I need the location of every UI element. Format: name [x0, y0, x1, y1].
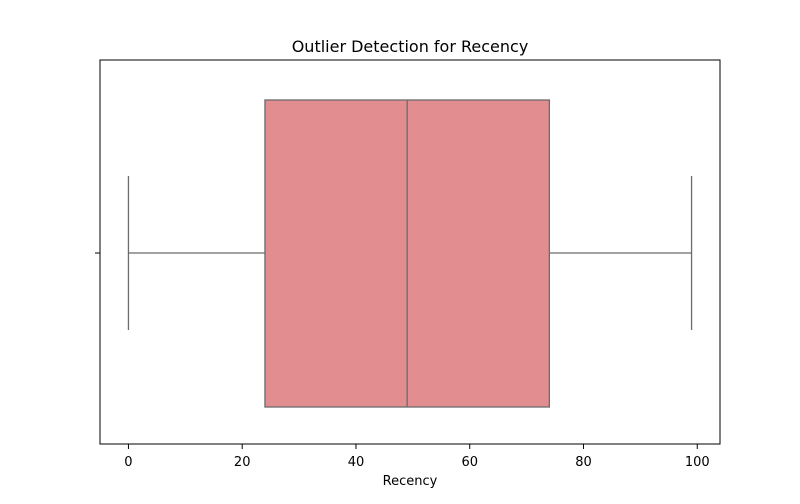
x-axis-label: Recency: [383, 474, 438, 489]
x-tick-label: 60: [461, 455, 478, 470]
x-tick-label: 100: [685, 455, 710, 470]
x-tick-label: 0: [124, 455, 132, 470]
plot-area: 0 20 40 60 80 100: [95, 59, 721, 470]
chart-title: Outlier Detection for Recency: [292, 37, 529, 56]
axes-frame: [99, 59, 721, 445]
x-tick-label: 80: [575, 455, 592, 470]
x-tick-label: 40: [348, 455, 365, 470]
x-tick-label: 20: [234, 455, 251, 470]
